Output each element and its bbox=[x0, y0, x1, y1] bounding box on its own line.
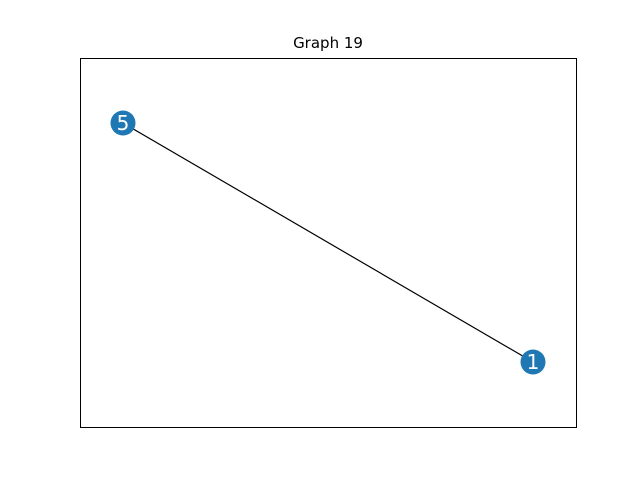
plot-frame bbox=[80, 58, 577, 428]
node-5-circle bbox=[110, 110, 136, 136]
node-5-label: 5 bbox=[117, 111, 130, 135]
node-1[interactable]: 1 bbox=[520, 349, 546, 375]
node-5[interactable]: 5 bbox=[110, 110, 136, 136]
edge-5-1 bbox=[122, 122, 534, 363]
node-1-circle bbox=[520, 349, 546, 375]
graph-title: Graph 19 bbox=[293, 34, 363, 52]
node-1-label: 1 bbox=[527, 350, 540, 374]
